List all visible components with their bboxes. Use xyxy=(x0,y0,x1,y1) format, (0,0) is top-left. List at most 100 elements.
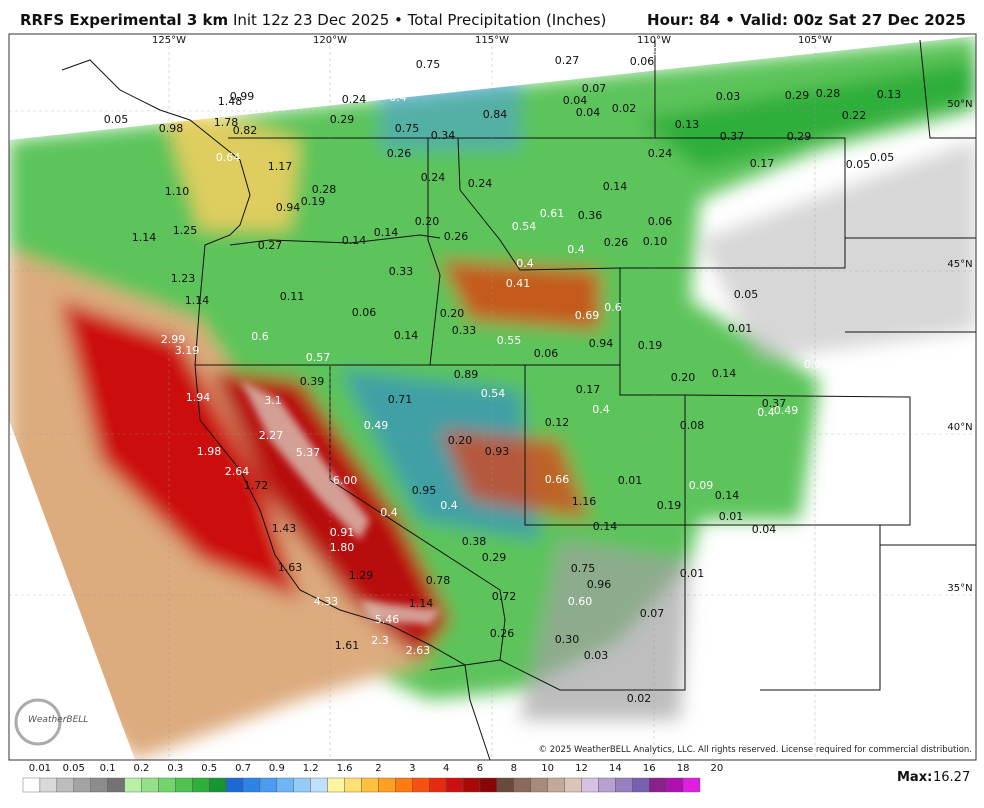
precip-value: 0.36 xyxy=(578,209,603,222)
precip-value: 0.99 xyxy=(230,90,255,103)
precip-value: 0.41 xyxy=(506,277,531,290)
lon-label: 110°W xyxy=(637,35,671,46)
precip-value: 0.04 xyxy=(563,94,588,107)
colorbar-swatch xyxy=(124,777,142,793)
precip-value: 1.43 xyxy=(272,522,297,535)
precip-value: 1.25 xyxy=(173,224,198,237)
precip-value: 0.33 xyxy=(452,324,477,337)
lat-label: 40°N xyxy=(947,422,972,433)
precip-value: 0.94 xyxy=(276,201,301,214)
precip-value: 5.37 xyxy=(296,446,321,459)
colorbar-label: 0.2 xyxy=(134,763,150,774)
precip-value: 0.64 xyxy=(216,151,241,164)
lon-label: 120°W xyxy=(313,35,347,46)
colorbar-swatch xyxy=(598,777,616,793)
precip-value: 0.37 xyxy=(720,130,745,143)
precip-value: 0.01 xyxy=(728,322,753,335)
state-line xyxy=(499,394,911,691)
precip-value: 2.99 xyxy=(161,333,186,346)
colorbar-swatch xyxy=(276,777,294,793)
precip-value: 1.10 xyxy=(165,185,190,198)
colorbar-swatch xyxy=(564,777,582,793)
colorbar-label: 10 xyxy=(541,763,554,774)
colorbar-label: 0.9 xyxy=(269,763,285,774)
colorbar-label: 0.01 xyxy=(29,763,51,774)
precip-value: 0.14 xyxy=(374,226,399,239)
colorbar-swatch xyxy=(208,777,227,793)
precip-value: 1.14 xyxy=(185,294,210,307)
precip-value: 0.09 xyxy=(635,45,660,58)
boundaries xyxy=(61,39,976,761)
colorbar-label: 4 xyxy=(443,763,449,774)
colorbar-label: 8 xyxy=(511,763,517,774)
precip-value: 0.84 xyxy=(483,108,508,121)
colorbar-label: 12 xyxy=(575,763,588,774)
precip-value: 0.54 xyxy=(481,387,506,400)
precip-value: 1.14 xyxy=(409,597,434,610)
colorbar: 0.01 0.05 0.1 0.2 0.3 0.5 0.7 0.9 1.2 1.6 2 3 4 6 8 10 1… xyxy=(22,763,724,793)
precip-value: 0.29 xyxy=(482,551,507,564)
precip-value: 0.37 xyxy=(762,397,787,410)
state-line xyxy=(427,138,441,366)
precip-value: 0.14 xyxy=(603,180,628,193)
state-line xyxy=(457,137,621,271)
lat-label: 35°N xyxy=(947,583,972,594)
lon-label: 105°W xyxy=(798,35,832,46)
model: RRFS Experimental 3 km xyxy=(20,11,229,29)
precip-value: 0.78 xyxy=(426,574,451,587)
precip-value: 0.09 xyxy=(804,358,829,371)
colorbar-swatch xyxy=(327,777,345,793)
graticule: 125°W 120°W 115°W 110°W 105°W 50°N 45°N 40°N 35°… xyxy=(9,34,976,760)
colorbar-swatch xyxy=(615,777,633,793)
precip-value: 0.17 xyxy=(750,157,775,170)
precip-value: 2.27 xyxy=(259,429,284,442)
precip-value: 0.07 xyxy=(640,607,665,620)
precip-value: 0.66 xyxy=(545,473,570,486)
colorbar-swatch xyxy=(344,777,362,793)
lat-label: 45°N xyxy=(947,259,972,270)
province-line xyxy=(919,39,976,139)
precip-value: 0.28 xyxy=(816,87,841,100)
precip-value: 1.72 xyxy=(244,479,269,492)
precip-value: 0.4 xyxy=(440,499,458,512)
colorbar-swatch xyxy=(496,777,515,793)
precip-value: 0.55 xyxy=(497,334,522,347)
precip-value: 0.93 xyxy=(485,445,510,458)
precip-value: 0.10 xyxy=(643,235,668,248)
precip-value: 4.33 xyxy=(314,595,339,608)
colorbar-label: 6 xyxy=(477,763,483,774)
precip-value: 0.24 xyxy=(342,93,367,106)
precip-value: 0.19 xyxy=(301,195,326,208)
precip-value: 0.98 xyxy=(159,122,184,135)
precip-value: 0.05 xyxy=(734,288,759,301)
precip-value: 0.91 xyxy=(330,526,355,539)
precip-value: 0.04 xyxy=(576,106,601,119)
precip-value: 0.14 xyxy=(593,520,618,533)
colorbar-swatch xyxy=(22,777,41,793)
colorbar-swatch xyxy=(141,777,159,793)
colorbar-swatch xyxy=(412,777,430,793)
valid-time: Hour: 84 • Valid: 00z Sat 27 Dec 2025 xyxy=(647,11,966,29)
precip-value: 0.12 xyxy=(545,416,570,429)
colorbar-label: 0.05 xyxy=(63,763,85,774)
precip-value: 0.4 xyxy=(567,243,585,256)
colorbar-swatch xyxy=(530,777,548,793)
colorbar-label: 0.1 xyxy=(100,763,116,774)
precip-value: 0.28 xyxy=(312,183,337,196)
colorbar-swatch xyxy=(513,777,531,793)
colorbar-label: 20 xyxy=(711,763,724,774)
precip-value: 0.20 xyxy=(415,215,440,228)
colorbar-label: 0.5 xyxy=(201,763,217,774)
precip-value: 0.57 xyxy=(306,351,331,364)
precip-value: 0.4 xyxy=(380,506,398,519)
precip-value: 1.17 xyxy=(268,160,293,173)
colorbar-swatch xyxy=(547,777,565,793)
lat-label: 50°N xyxy=(947,99,972,110)
precip-value: 0.30 xyxy=(555,633,580,646)
precip-value: 1.48 xyxy=(218,95,243,108)
colorbar-swatch xyxy=(665,777,684,793)
precip-value: 0.06 xyxy=(630,55,655,68)
precip-value: 0.01 xyxy=(618,474,643,487)
precip-field xyxy=(9,36,976,760)
